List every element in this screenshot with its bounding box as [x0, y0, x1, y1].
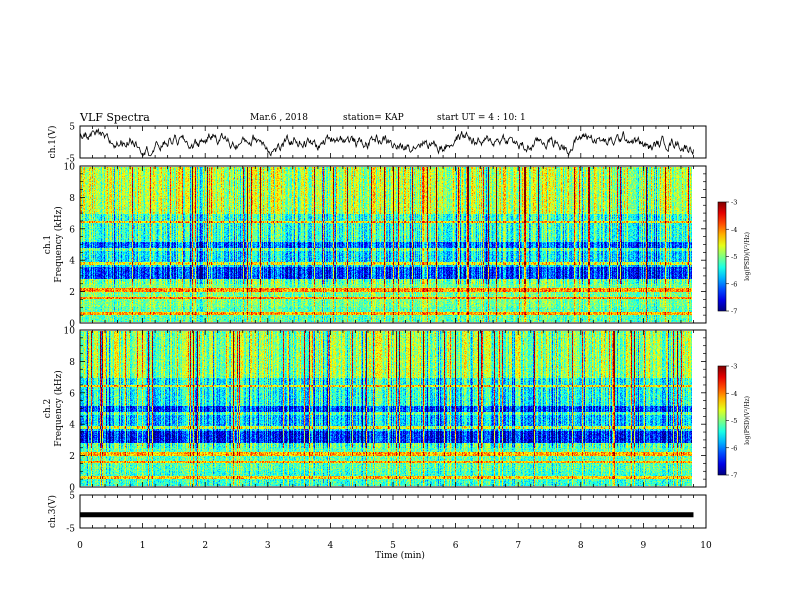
y-tick-label: 6: [69, 225, 75, 235]
ch1-waveform-panel: 5 -5 ch.1(V): [47, 123, 707, 165]
ch2-spectrogram-ylabel: ch.2Frequency (kHz): [43, 370, 64, 447]
ylabel-line: ch.3(V): [47, 495, 58, 528]
ch1-series-line: [79, 127, 694, 158]
y-tick-label: 4: [69, 257, 75, 267]
ylabel-line: Frequency (kHz): [53, 206, 64, 283]
y-tick-label: 10: [64, 327, 76, 337]
colorbar-tick-label: -5: [731, 253, 737, 261]
colorbar-tick-label: -3: [731, 199, 737, 207]
x-tick-label: 4: [328, 541, 334, 551]
y-tick-label: 0: [69, 484, 75, 494]
x-tick-label: 2: [202, 541, 208, 551]
colorbar-tick-label: -6: [731, 280, 737, 288]
x-tick-label: 7: [515, 541, 521, 551]
ch1-spectrogram-ylabel: ch.1Frequency (kHz): [43, 206, 64, 283]
x-axis: 0 1 2 3 4 5 6 7 8 9 10 Time (min): [77, 541, 712, 561]
ch1-waveform-ylabel: ch.1(V): [47, 126, 58, 159]
x-tick-label: 10: [700, 541, 712, 551]
colorbar-tick-label: -7: [731, 308, 737, 316]
chart-title: VLF Spectra: [80, 111, 150, 124]
station-label: station= KAP: [343, 113, 404, 123]
ch2-spectrogram-frame: [79, 329, 707, 488]
y-tick-label: 8: [69, 358, 75, 368]
ylabel-line: ch.2: [43, 399, 53, 418]
ylabel-line: ch.1(V): [47, 126, 58, 159]
x-tick-label: 8: [578, 541, 584, 551]
y-tick-label: -5: [66, 525, 75, 535]
ch3-waveform-ylabel: ch.3(V): [47, 495, 58, 528]
y-tick-label: 10: [64, 163, 76, 173]
colorbar-tick-label: -3: [731, 363, 737, 371]
colorbar-tick-label: -6: [731, 444, 737, 452]
x-tick-label: 3: [265, 541, 271, 551]
start-time-label: start UT = 4 : 10: 1: [437, 113, 526, 123]
ch1-spectrogram-panel: 0 2 4 6 8 10 ch.1Frequency (kHz) -3 -4 -5 -6 -7 log(…: [43, 163, 751, 330]
ch1-spectrogram-colorbar: [717, 201, 727, 312]
date-label: Mar.6 , 2018: [250, 113, 308, 123]
x-tick-label: 0: [77, 541, 83, 551]
ch1-spectrogram-colorbar-label: log(PSD)(V²/Hz): [744, 232, 751, 281]
y-tick-label: 2: [69, 288, 75, 298]
ylabel-line: Frequency (kHz): [53, 370, 64, 447]
ch2-spectrogram-colorbar: [717, 365, 727, 476]
y-tick-label: 4: [69, 421, 75, 431]
ch3-waveform-panel: 5 -5 ch.3(V): [47, 492, 707, 535]
x-tick-label: 6: [453, 541, 459, 551]
y-tick-label: 5: [69, 123, 75, 133]
ch1-spectrogram-image: [80, 167, 692, 322]
ch1-spectrogram-frame: [79, 165, 707, 324]
x-axis-label: Time (min): [375, 550, 425, 561]
x-tick-label: 5: [390, 541, 396, 551]
ch2-spectrogram-panel: 0 2 4 6 8 10 ch.2Frequency (kHz) -3 -4 -5 -6 -7 log(…: [43, 327, 751, 494]
x-tick-label: 1: [140, 541, 146, 551]
y-tick-label: 0: [69, 320, 75, 330]
ylabel-line: ch.1: [43, 235, 53, 254]
x-tick-label: 9: [641, 541, 647, 551]
y-tick-label: 2: [69, 452, 75, 462]
colorbar-tick-label: -7: [731, 472, 737, 480]
colorbar-tick-label: -4: [731, 226, 737, 234]
colorbar-tick-label: -5: [731, 417, 737, 425]
colorbar-tick-label: -4: [731, 390, 737, 398]
ch2-spectrogram-image: [80, 331, 692, 486]
y-tick-label: 8: [69, 194, 75, 204]
y-tick-label: 5: [69, 492, 75, 502]
y-tick-label: -5: [66, 155, 75, 165]
y-tick-label: 6: [69, 389, 75, 399]
ch2-spectrogram-colorbar-label: log(PSD)(V²/Hz): [744, 396, 751, 445]
